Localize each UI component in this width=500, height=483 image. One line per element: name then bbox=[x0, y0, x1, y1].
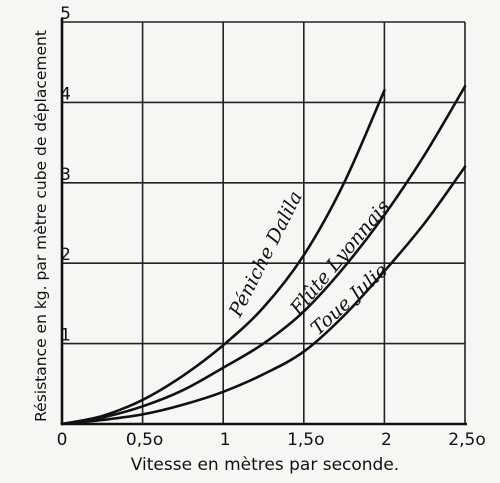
y-tick-label: 3 bbox=[60, 165, 71, 185]
y-tick-label: 1 bbox=[60, 326, 71, 346]
y-axis-title: Résistance en kg. par mètre cube de dépl… bbox=[32, 30, 50, 422]
x-tick-label: 2,5o bbox=[448, 430, 485, 450]
series-line-peniche-dalila bbox=[60, 89, 386, 426]
x-tick-label: 1 bbox=[220, 430, 231, 450]
y-tick-label: 5 bbox=[60, 4, 71, 24]
series-line-toue-julie bbox=[60, 165, 467, 426]
y-tick-label: 4 bbox=[60, 84, 71, 104]
x-tick-label: 0,5o bbox=[126, 430, 163, 450]
tick-labels: 0 0,5o 1 1,5o 2 2,5o 1 2 3 4 5 bbox=[57, 4, 486, 450]
curves bbox=[60, 85, 467, 426]
x-tick-label: 2 bbox=[381, 430, 392, 450]
y-tick-label: 2 bbox=[60, 245, 71, 265]
grid bbox=[62, 21, 466, 424]
x-tick-label: 1,5o bbox=[287, 430, 324, 450]
x-tick-label: 0 bbox=[57, 430, 68, 450]
x-axis-title: Vitesse en mètres par seconde. bbox=[131, 455, 399, 475]
series-line-flute-lyonnais bbox=[60, 85, 467, 426]
axes bbox=[60, 18, 467, 426]
